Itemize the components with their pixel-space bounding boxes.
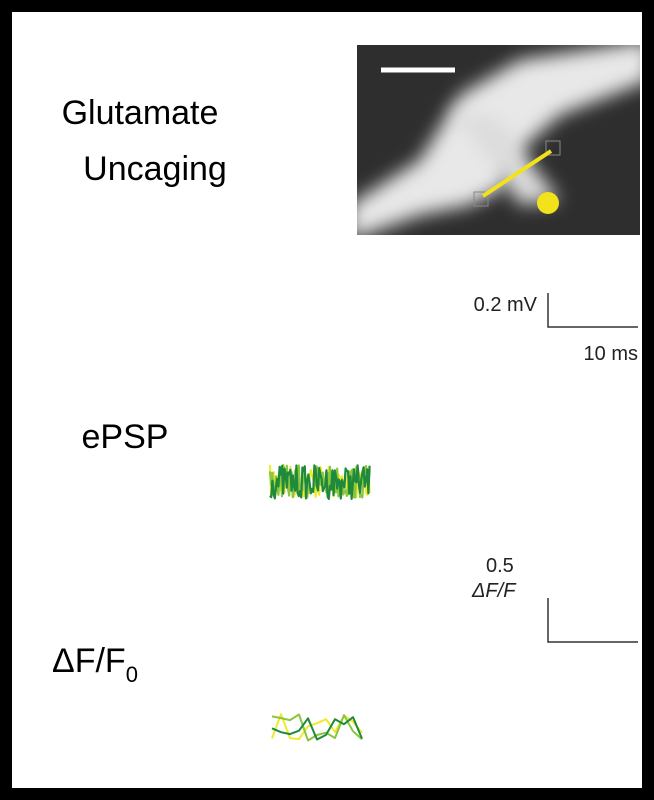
figure: Glutamate Uncaging ePSP ΔF/F0 0.2 mV 10 …: [0, 0, 654, 800]
stimulus-label: Glutamate: [62, 94, 219, 132]
micrograph: [350, 40, 650, 240]
dff-scale-value: 0.5: [486, 555, 514, 577]
slide: Glutamate Uncaging ePSP ΔF/F0 0.2 mV 10 …: [0, 0, 654, 800]
epsp-scale-y: 0.2 mV: [474, 294, 538, 316]
dff-main: ΔF/F: [52, 642, 126, 680]
stimulus-label: Uncaging: [83, 150, 227, 188]
dff-sub: 0: [126, 662, 138, 687]
dff-scale-unit: ΔF/F: [471, 580, 517, 602]
epsp-scale-x: 10 ms: [584, 343, 638, 365]
epsp-label: ePSP: [82, 418, 169, 456]
